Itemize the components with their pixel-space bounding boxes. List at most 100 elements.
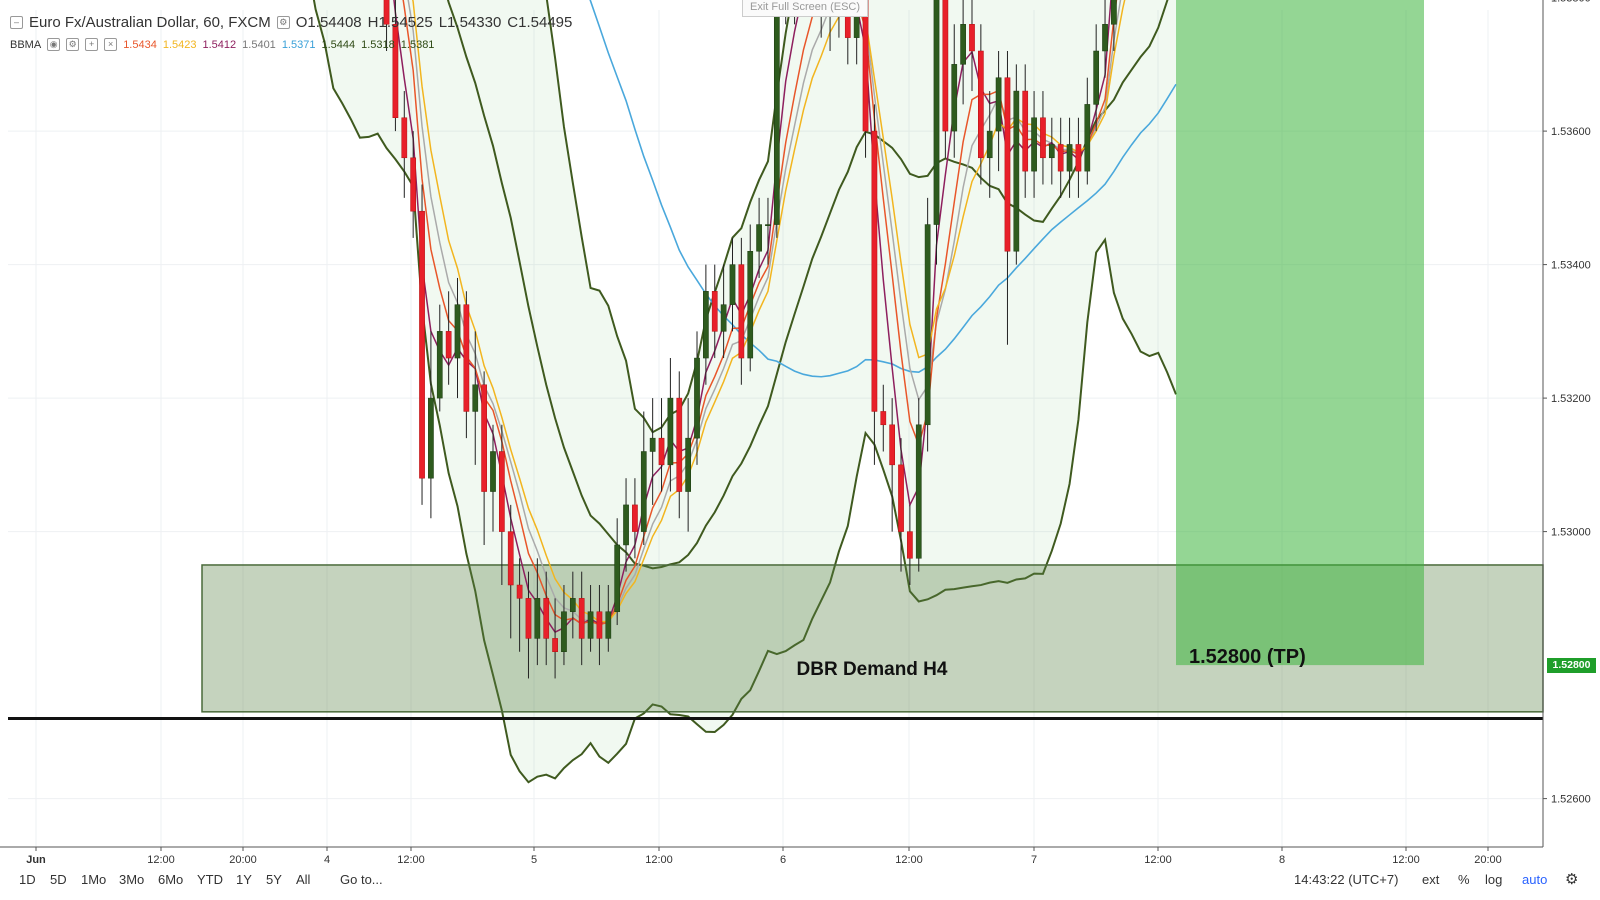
candle-body <box>986 130 993 159</box>
candle-body <box>685 437 691 492</box>
candle <box>383 0 390 51</box>
zone-borders <box>8 717 1543 720</box>
candle-body <box>933 0 940 225</box>
x-tick-label: 4 <box>324 854 330 866</box>
candle <box>1093 24 1100 132</box>
candle-body <box>1093 50 1100 105</box>
collapse-icon[interactable]: – <box>10 16 23 29</box>
log-toggle[interactable]: log <box>1485 872 1503 887</box>
candle-body <box>871 130 878 412</box>
range-1mo-button[interactable]: 1Mo <box>81 872 107 887</box>
candle <box>951 24 958 158</box>
candle <box>1004 51 1011 345</box>
y-tick-label: 1.53800 <box>1551 0 1591 5</box>
eye-icon[interactable]: ◉ <box>47 38 61 51</box>
candle <box>534 558 541 666</box>
candle-body <box>383 0 390 25</box>
candle-body <box>960 24 966 65</box>
candle-body <box>436 331 443 399</box>
candle <box>703 264 709 385</box>
clock[interactable]: 14:43:22 (UTC+7) <box>1294 872 1399 887</box>
range-1y-button[interactable]: 1Y <box>236 872 252 887</box>
candle-body <box>915 424 922 559</box>
candle <box>871 104 878 465</box>
settings-icon[interactable]: ⚙ <box>276 16 290 29</box>
candle <box>986 91 993 198</box>
range-ytd-button[interactable]: YTD <box>197 872 223 887</box>
candle-body <box>401 117 408 159</box>
candle-body <box>649 437 656 452</box>
candle-body <box>578 598 585 639</box>
take-profit-zone <box>1176 0 1424 666</box>
candle <box>481 371 487 545</box>
candle-body <box>756 224 762 252</box>
range-6mo-button[interactable]: 6Mo <box>158 872 184 887</box>
candle <box>516 558 523 652</box>
candle <box>1084 77 1091 185</box>
bottom-toolbar: 1D 5D 1Mo 3Mo 6Mo YTD 1Y 5Y All Go to...… <box>0 866 1600 894</box>
candle-body <box>1031 117 1037 172</box>
close-icon[interactable]: × <box>104 38 118 51</box>
candle-body <box>1057 144 1064 172</box>
range-5d-button[interactable]: 5D <box>50 872 67 887</box>
ohlc-low: L1.54330 <box>438 14 502 31</box>
range-3mo-button[interactable]: 3Mo <box>119 872 145 887</box>
candle <box>463 291 470 439</box>
candle-body <box>428 397 434 479</box>
x-tick-label: 20:00 <box>229 854 257 866</box>
indicator-value: 1.5318 <box>361 38 395 51</box>
candle-body <box>844 0 851 38</box>
gear-icon[interactable]: ⚙ <box>1565 871 1579 888</box>
candle-body <box>596 611 603 639</box>
indicator-values: 1.5434 1.5423 1.5412 1.5401 1.5371 1.5444 1.53… <box>123 39 440 51</box>
candle <box>640 411 647 545</box>
candle-body <box>614 544 621 612</box>
candle-body <box>587 611 594 639</box>
candle <box>907 504 913 585</box>
indicator-value: 1.5401 <box>242 38 276 51</box>
candle <box>853 0 860 65</box>
gear-icon[interactable]: ⚙ <box>66 38 80 51</box>
range-5y-button[interactable]: 5Y <box>266 872 282 887</box>
candle-body <box>445 331 452 359</box>
candle-body <box>1102 24 1108 52</box>
candle-body <box>853 0 860 38</box>
candle <box>729 237 736 332</box>
exit-fullscreen-button[interactable]: Exit Full Screen (ESC) <box>742 0 868 17</box>
candle <box>623 478 629 572</box>
candle <box>587 585 594 652</box>
candle <box>995 51 1002 172</box>
candle <box>924 197 931 452</box>
x-tick-label: 12:00 <box>645 854 673 866</box>
candle-body <box>640 451 647 532</box>
candle-body <box>862 0 869 132</box>
candle-body <box>463 304 470 412</box>
candle <box>942 0 949 158</box>
candle <box>632 478 638 559</box>
candle <box>738 237 745 385</box>
candle-body <box>552 638 558 653</box>
candle <box>490 424 496 532</box>
percent-toggle[interactable]: % <box>1458 872 1470 887</box>
more-icon[interactable]: + <box>85 38 99 51</box>
goto-button[interactable]: Go to... <box>340 872 383 887</box>
range-all-button[interactable]: All <box>296 872 311 887</box>
candle-body <box>667 397 674 466</box>
band-fill <box>313 0 1176 783</box>
range-1d-button[interactable]: 1D <box>19 872 36 887</box>
symbol-title[interactable]: Euro Fx/Australian Dollar, 60, FXCM <box>29 14 271 31</box>
candle-body <box>1040 117 1046 159</box>
candle-body <box>747 251 754 359</box>
indicator-name[interactable]: BBMA <box>10 38 42 51</box>
y-tick-label: 1.53000 <box>1551 527 1591 539</box>
candle-body <box>454 304 461 359</box>
candle-body <box>534 598 541 639</box>
candle-body <box>507 531 514 586</box>
ext-toggle[interactable]: ext <box>1422 872 1440 887</box>
candle-body <box>1066 144 1073 172</box>
candle-body <box>676 397 683 492</box>
auto-toggle[interactable]: auto <box>1522 872 1548 887</box>
candle <box>392 0 399 132</box>
candle <box>596 585 603 666</box>
